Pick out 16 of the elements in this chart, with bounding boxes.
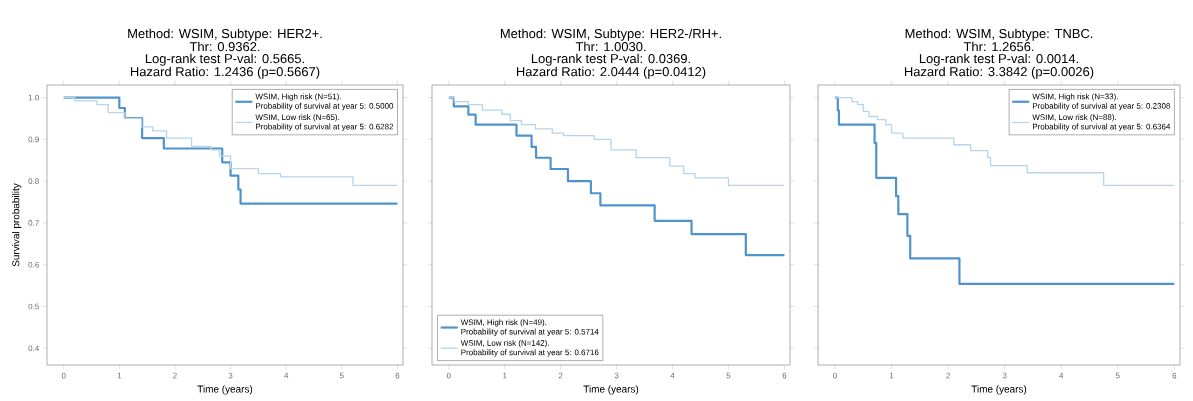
text: Log-rank test P-val: 0.0014. — [919, 53, 1078, 66]
text: Hazard Ratio: 2.0444 (p=0.0412) — [516, 66, 706, 79]
text: Thr: 1.0030. — [575, 41, 646, 52]
x-axis-title: Time (years) — [583, 385, 639, 395]
y-axis-title: Survival probability — [12, 183, 22, 267]
chart-title: Method: WSIM, Subtype: TNBC. — [905, 28, 1093, 41]
chart-title: Method: WSIM, Subtype: HER2-/RH+. — [500, 28, 721, 41]
text: Log-rank test P-val: 0.0369. — [531, 53, 690, 66]
text: Log-rank test P-val: 0.5665. — [145, 53, 304, 66]
text: Hazard Ratio: 1.2436 (p=0.5667) — [130, 66, 320, 79]
text: Thr: 1.2656. — [963, 41, 1034, 52]
x-axis-title: Time (years) — [971, 385, 1027, 395]
x-axis-title: Time (years) — [197, 385, 253, 395]
chart-title: Method: WSIM, Subtype: HER2+. — [128, 28, 322, 41]
text: Thr: 0.9362. — [189, 41, 260, 52]
text: Hazard Ratio: 3.3842 (p=0.0026) — [904, 66, 1094, 79]
